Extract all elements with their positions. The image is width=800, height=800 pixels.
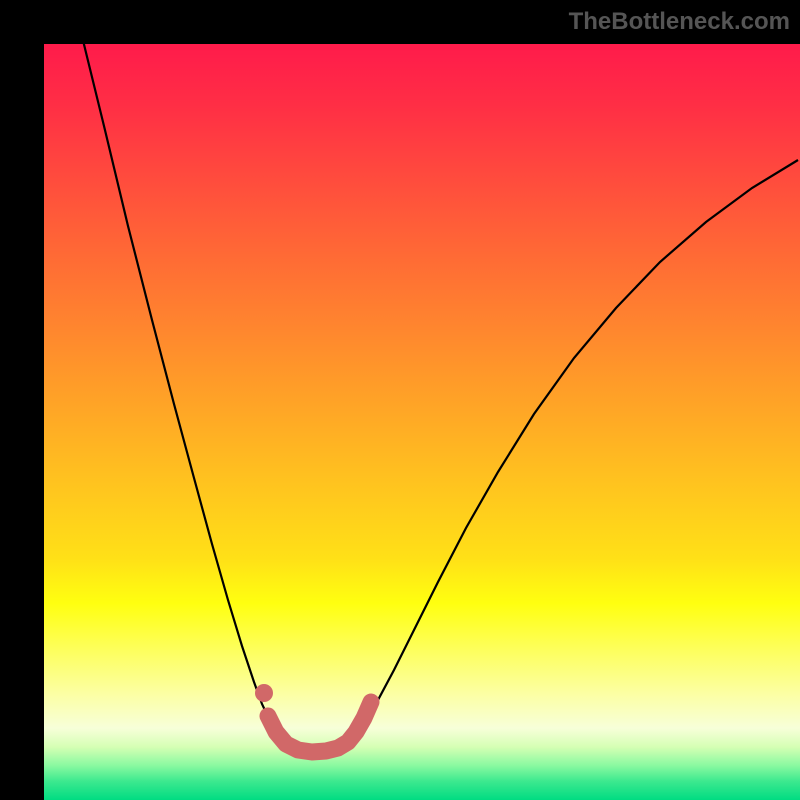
plot-area: [44, 44, 800, 800]
watermark-label: TheBottleneck.com: [569, 8, 790, 36]
gradient-background: [44, 44, 800, 800]
chart-root: TheBottleneck.com: [0, 0, 800, 800]
